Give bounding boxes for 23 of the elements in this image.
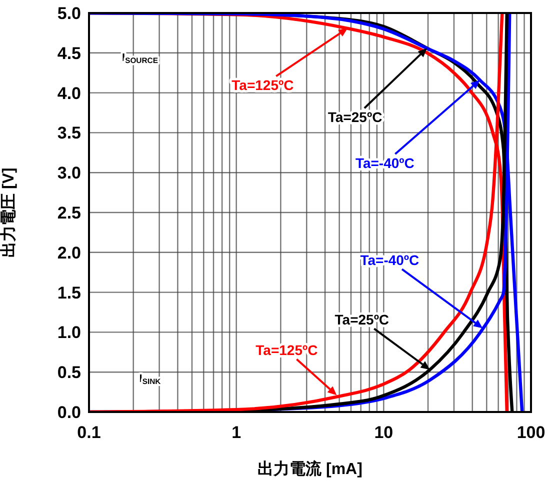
x-axis-title: 出力電流 [mA] <box>258 459 362 478</box>
annotation: Ta=125ºC <box>232 77 294 94</box>
x-tick-label: 0.1 <box>77 423 101 442</box>
annotation: Ta=-40ºC <box>355 155 414 172</box>
y-axis-title: 出力電圧 [V] <box>0 168 18 258</box>
y-tick-label: 0.5 <box>57 363 81 382</box>
x-tick-label: 10 <box>374 423 394 442</box>
y-tick-label: 2.5 <box>57 204 81 223</box>
y-tick-label: 3.5 <box>57 124 81 143</box>
annotation: Ta=125ºC <box>256 342 318 358</box>
y-tick-label: 4.5 <box>57 44 81 63</box>
y-tick-label: 4.0 <box>57 84 81 103</box>
y-tick-label: 5.0 <box>57 4 81 24</box>
annotation: Ta=-40ºC <box>360 252 420 268</box>
y-tick-label: 1.5 <box>57 283 81 302</box>
x-tick-label: 1 <box>232 423 242 442</box>
x-tick-label: 100 <box>516 423 546 442</box>
y-tick-label: 0.0 <box>57 403 81 422</box>
y-tick-label: 1.0 <box>57 323 81 342</box>
annotation: Ta=25ºC <box>334 312 390 328</box>
y-tick-label: 3.0 <box>57 164 81 183</box>
annotation: Ta=25ºC <box>328 109 382 126</box>
y-tick-label: 2.0 <box>57 243 81 262</box>
